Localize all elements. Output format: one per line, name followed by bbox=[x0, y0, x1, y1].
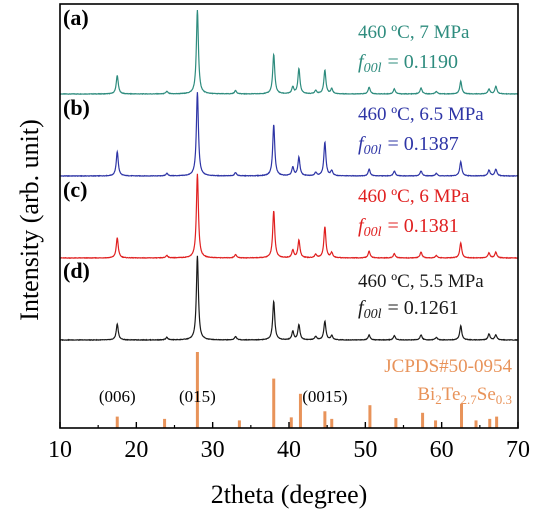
reference-stick bbox=[272, 378, 276, 428]
reference-stick bbox=[434, 420, 438, 428]
reference-stick bbox=[394, 418, 398, 428]
panel-label: (d) bbox=[63, 258, 90, 283]
hkl-label: (006) bbox=[99, 387, 136, 406]
reference-stick bbox=[368, 405, 372, 428]
x-tick-label: 20 bbox=[124, 437, 148, 463]
panel-label: (b) bbox=[63, 95, 90, 120]
reference-stick bbox=[474, 420, 478, 428]
reference-stick bbox=[163, 418, 167, 428]
f00l-label: f00l = 0.1381 bbox=[358, 215, 459, 240]
condition-label: 460 ºC, 7 MPa bbox=[358, 22, 470, 43]
reference-stick bbox=[195, 352, 199, 428]
condition-label: 460 ºC, 5.5 MPa bbox=[358, 271, 484, 292]
reference-stick bbox=[298, 393, 302, 428]
x-tick-label: 10 bbox=[48, 437, 72, 463]
hkl-label: (0015) bbox=[302, 387, 347, 406]
x-axis-label: 2theta (degree) bbox=[211, 480, 368, 509]
x-tick-label: 50 bbox=[353, 437, 377, 463]
f00l-label: f00l = 0.1190 bbox=[358, 51, 458, 76]
condition-label: 460 ºC, 6.5 MPa bbox=[358, 104, 484, 125]
reference-stick bbox=[323, 411, 327, 428]
hkl-label: (015) bbox=[179, 387, 216, 406]
x-tick-label: 40 bbox=[277, 437, 301, 463]
xrd-trace-1 bbox=[59, 92, 519, 178]
panel-label: (a) bbox=[63, 5, 89, 30]
panel-label: (c) bbox=[63, 177, 87, 202]
reference-stick bbox=[330, 418, 334, 428]
x-tick-label: 70 bbox=[506, 437, 530, 463]
x-tick-label: 30 bbox=[201, 437, 225, 463]
xrd-trace-3 bbox=[59, 255, 519, 342]
xrd-trace-0 bbox=[59, 9, 519, 96]
reference-stick bbox=[289, 417, 293, 428]
reference-stick bbox=[495, 416, 499, 428]
f00l-label: f00l = 0.1387 bbox=[358, 133, 459, 158]
reference-stick bbox=[488, 418, 492, 428]
f00l-label: f00l = 0.1261 bbox=[358, 297, 459, 322]
reference-formula: Bi2Te2.7Se0.3 bbox=[417, 384, 512, 407]
reference-card-label: JCPDS#50-0954 bbox=[384, 356, 512, 377]
y-axis-label: Intensity (arb. unit) bbox=[15, 119, 44, 320]
reference-stick bbox=[115, 416, 119, 428]
reference-stick bbox=[460, 403, 464, 428]
reference-stick bbox=[237, 420, 241, 428]
x-tick-label: 60 bbox=[430, 437, 454, 463]
reference-stick bbox=[421, 412, 425, 428]
xrd-trace-2 bbox=[59, 173, 519, 260]
condition-label: 460 ºC, 6 MPa bbox=[358, 186, 470, 207]
